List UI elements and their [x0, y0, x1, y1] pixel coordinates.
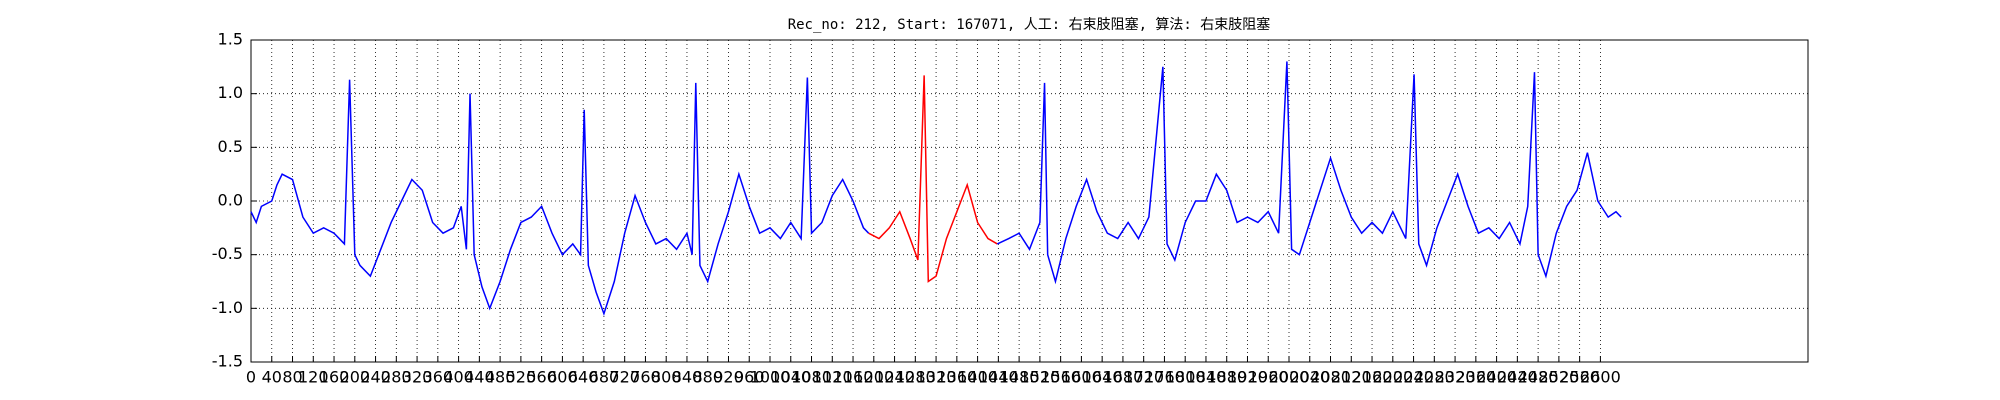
y-tick-label: 1.0: [218, 83, 243, 102]
x-tick-label: 520: [506, 368, 537, 387]
x-tick-label: 640: [568, 368, 599, 387]
x-tick-label: 200: [340, 368, 371, 387]
x-tick-label: 1080: [791, 368, 832, 387]
x-tick-label: 1600: [1061, 368, 1102, 387]
x-tick-label: 1960: [1248, 368, 1289, 387]
x-tick-label: 40: [262, 368, 282, 387]
x-tick-label: 0: [246, 368, 256, 387]
x-tick-label: 1480: [999, 368, 1040, 387]
x-tick-label: 1880: [1206, 368, 1247, 387]
y-tick-label: -1.0: [212, 298, 243, 317]
x-tick-label: 2400: [1476, 368, 1517, 387]
x-tick-label: 880: [692, 368, 723, 387]
x-tick-label: 2120: [1331, 368, 1372, 387]
x-tick-label: 2480: [1518, 368, 1559, 387]
x-tick-label: 1520: [1020, 368, 1061, 387]
y-tick-label: 0.0: [218, 191, 243, 210]
x-tick-label: 2440: [1497, 368, 1538, 387]
x-tick-label: 2520: [1539, 368, 1580, 387]
x-tick-label: 1040: [770, 368, 811, 387]
x-tick-label: 920: [713, 368, 744, 387]
x-tick-label: 2240: [1393, 368, 1434, 387]
x-tick-label: 2360: [1455, 368, 1496, 387]
x-tick-label: 2560: [1559, 368, 1600, 387]
x-tick-label: 2320: [1435, 368, 1476, 387]
x-tick-label: 1640: [1082, 368, 1123, 387]
y-tick-label: 1.5: [218, 30, 243, 49]
x-tick-label: 240: [360, 368, 391, 387]
plot-frame: [250, 39, 1809, 363]
x-tick-label: 400: [443, 368, 474, 387]
x-tick-label: 2000: [1269, 368, 1310, 387]
x-tick-label: 1840: [1186, 368, 1227, 387]
x-tick-label: 1000: [750, 368, 791, 387]
x-tick-label: 800: [651, 368, 682, 387]
signal-line: [868, 75, 998, 283]
x-tick-label: 600: [547, 368, 578, 387]
x-tick-label: 2600: [1580, 368, 1621, 387]
x-tick-label: 80: [282, 368, 302, 387]
x-tick-label: 1800: [1165, 368, 1206, 387]
x-tick-label: 1440: [978, 368, 1019, 387]
y-tick-label: -0.5: [212, 244, 243, 263]
x-tick-label: 2160: [1352, 368, 1393, 387]
x-tick-label: 2280: [1414, 368, 1455, 387]
x-tick-label: 2040: [1289, 368, 1330, 387]
y-tick-label: 0.5: [218, 137, 243, 156]
y-tick-label: -1.5: [212, 352, 243, 371]
x-tick-label: 960: [734, 368, 765, 387]
x-tick-label: 280: [381, 368, 412, 387]
x-tick-label: 440: [464, 368, 495, 387]
x-tick-label: 1240: [874, 368, 915, 387]
x-tick-label: 1560: [1040, 368, 1081, 387]
signal-line: [997, 61, 1622, 285]
x-tick-label: 1160: [833, 368, 874, 387]
x-tick-label: 480: [485, 368, 516, 387]
x-tick-label: 1280: [895, 368, 936, 387]
x-tick-label: 1760: [1144, 368, 1185, 387]
x-tick-label: 120: [298, 368, 329, 387]
x-tick-label: 320: [402, 368, 433, 387]
x-tick-label: 840: [672, 368, 703, 387]
x-tick-label: 680: [589, 368, 620, 387]
x-tick-label: 1400: [957, 368, 998, 387]
x-tick-label: 2080: [1310, 368, 1351, 387]
x-tick-label: 2200: [1372, 368, 1413, 387]
x-tick-label: 160: [319, 368, 350, 387]
x-tick-label: 560: [526, 368, 557, 387]
x-tick-label: 360: [423, 368, 454, 387]
chart-title: Rec_no: 212, Start: 167071, 人工: 右束肢阻塞, 算…: [788, 16, 1271, 33]
x-tick-label: 1360: [936, 368, 977, 387]
x-tick-label: 1320: [916, 368, 957, 387]
x-tick-label: 1720: [1123, 368, 1164, 387]
x-tick-label: 720: [609, 368, 640, 387]
signal-line: [250, 77, 870, 317]
x-tick-label: 1120: [812, 368, 853, 387]
x-tick-label: 1920: [1227, 368, 1268, 387]
x-tick-label: 1200: [853, 368, 894, 387]
x-tick-label: 760: [630, 368, 661, 387]
x-tick-label: 1680: [1103, 368, 1144, 387]
